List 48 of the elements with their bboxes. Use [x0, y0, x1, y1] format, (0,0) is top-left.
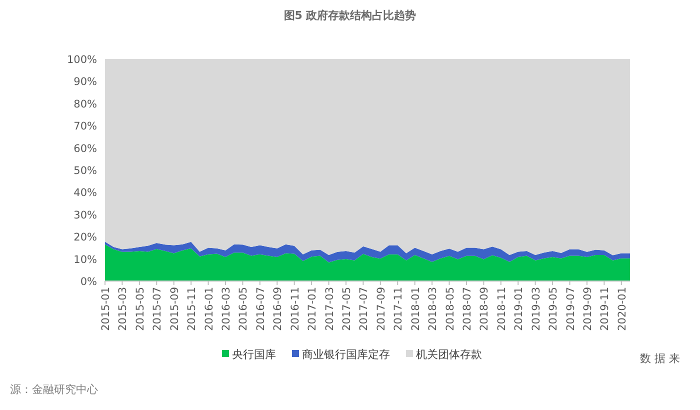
y-tick-label: 30%: [74, 209, 98, 222]
x-tick-label: 2018-05: [444, 287, 456, 331]
x-tick-label: 2019-11: [599, 287, 612, 331]
x-tick-label: 2020-01: [616, 287, 628, 331]
x-tick-label: 2016-01: [203, 287, 216, 331]
y-tick-label: 60%: [74, 142, 98, 155]
legend-label: 机关团体存款: [416, 348, 482, 361]
x-tick-label: 2016-03: [220, 287, 232, 331]
x-tick-label: 2019-09: [582, 287, 594, 331]
x-tick-label: 2017-07: [358, 287, 370, 331]
x-tick-label: 2018-11: [496, 287, 508, 331]
x-tick-label: 2018-01: [410, 287, 422, 331]
x-tick-label: 2017-01: [306, 287, 319, 331]
x-tick-label: 2017-09: [375, 287, 388, 331]
y-tick-label: 50%: [74, 165, 98, 177]
y-tick-label: 70%: [74, 120, 98, 133]
x-tick-label: 2015-03: [117, 287, 130, 331]
x-tick-label: 2019-05: [548, 287, 560, 331]
x-tick-label: 2015-07: [152, 287, 164, 331]
x-tick-label: 2015-09: [168, 287, 181, 331]
x-tick-label: 2017-11: [392, 287, 405, 331]
x-tick-label: 2019-07: [564, 287, 577, 331]
text: 源：金融研究中心: [10, 383, 98, 396]
x-tick-label: 2017-05: [340, 287, 353, 331]
x-tick-label: 2016-07: [254, 287, 267, 331]
x-tick-label: 2016-11: [289, 287, 302, 331]
y-tick-label: 20%: [74, 232, 98, 244]
x-tick-label: 2018-03: [427, 287, 440, 331]
x-tick-label: 2015-11: [186, 287, 198, 331]
x-tick-label: 2017-03: [324, 287, 336, 331]
y-tick-label: 90%: [74, 76, 98, 88]
chart-title: 图5 政府存款结构占比趋势: [284, 9, 416, 22]
legend-label: 央行国库: [232, 348, 276, 361]
x-tick-label: 2016-05: [238, 287, 250, 331]
x-tick-label: 2018-07: [461, 287, 474, 331]
x-tick-label: 2015-01: [100, 287, 112, 331]
x-tick-label: 2015-05: [134, 287, 146, 331]
y-tick-label: 10%: [74, 254, 98, 266]
y-tick-label: 0%: [80, 276, 98, 288]
y-tick-label: 80%: [74, 98, 98, 110]
legend-label: 商业银行国库定存: [302, 348, 390, 361]
x-tick-label: 2018-09: [478, 287, 491, 331]
text: 数 据 来: [640, 352, 680, 365]
x-tick-label: 2019-01: [513, 287, 526, 331]
y-tick-label: 40%: [74, 187, 98, 200]
x-tick-label: 2019-03: [530, 287, 542, 331]
x-tick-label: 2016-09: [272, 287, 284, 331]
y-tick-label: 100%: [66, 54, 98, 66]
